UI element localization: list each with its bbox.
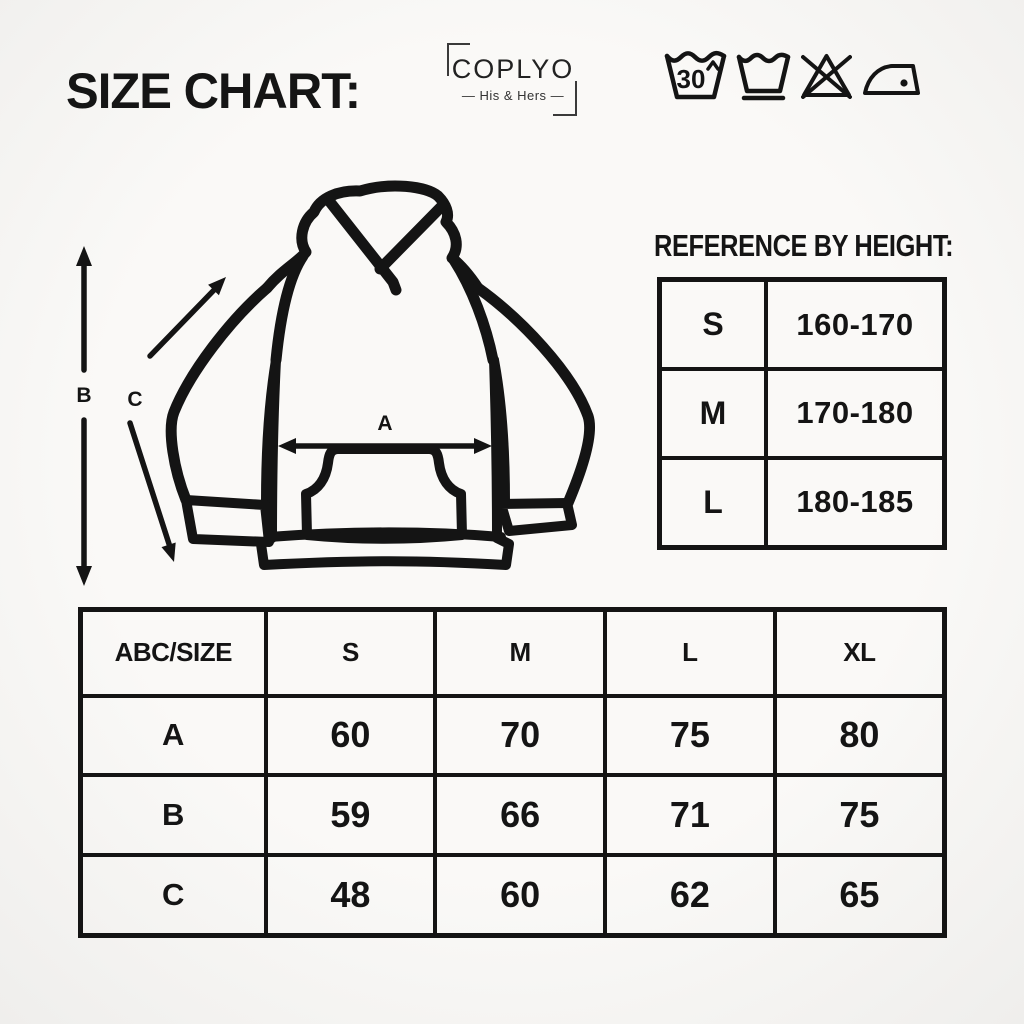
size-cell: L	[657, 455, 768, 550]
height-range-cell: 180-185	[764, 455, 947, 550]
wash-temp-label: 30	[677, 64, 706, 94]
value-cell: 66	[433, 773, 607, 857]
reference-table: S 160-170 M 170-180 L 180-185	[657, 277, 947, 550]
reference-row: L 180-185	[657, 455, 947, 550]
logo-bracket-top-left	[447, 43, 470, 76]
dim-c-arrow-upper	[147, 286, 218, 359]
value-cell: 75	[603, 693, 777, 778]
value-cell: 71	[603, 773, 777, 857]
dim-c-label: C	[127, 388, 142, 411]
header-cell: ABC/SIZE	[78, 607, 268, 698]
table-row: C 48 60 62 65	[78, 852, 947, 938]
value-cell: 80	[772, 693, 947, 778]
value-cell: 60	[433, 852, 607, 938]
hem-band	[256, 533, 514, 570]
right-cuff	[496, 498, 577, 536]
table-row: B 59 66 71 75	[78, 773, 947, 857]
right-shoulder-seam	[448, 254, 499, 366]
value-cell: 62	[603, 852, 777, 938]
right-sleeve-outer	[472, 282, 596, 509]
header-cell: L	[603, 607, 777, 698]
size-table-header-row: ABC/SIZE S M L XL	[78, 607, 947, 698]
left-shoulder-seam	[270, 250, 309, 366]
body-right-edge	[489, 355, 502, 543]
header-cell: M	[433, 607, 607, 698]
machine-wash-30-icon: 30	[664, 50, 727, 100]
value-cell: 70	[433, 693, 607, 778]
hood-outline	[261, 180, 484, 294]
kangaroo-pocket	[301, 444, 467, 544]
header-cell: XL	[772, 607, 947, 698]
left-cuff	[181, 495, 274, 547]
brand-tagline: — His & Hers —	[461, 88, 565, 103]
reference-row: M 170-180	[657, 367, 947, 460]
size-cell: M	[657, 367, 768, 460]
mild-wash-icon	[736, 52, 791, 101]
reference-heading: REFERENCE BY HEIGHT:	[654, 228, 954, 263]
brand-logo: COPLYO	[451, 54, 575, 84]
left-sleeve-outer	[165, 282, 273, 506]
row-label-cell: B	[78, 773, 268, 857]
row-label-cell: A	[78, 693, 268, 778]
table-row: A 60 70 75 80	[78, 693, 947, 778]
size-cell: S	[657, 277, 768, 372]
header-cell: S	[263, 607, 438, 698]
value-cell: 48	[263, 852, 438, 938]
dim-b-label: B	[76, 384, 91, 407]
hood-v-right	[374, 199, 449, 275]
page-title: SIZE CHART:	[66, 63, 361, 119]
value-cell: 59	[263, 773, 438, 857]
value-cell: 65	[772, 852, 947, 938]
hood-v-left	[324, 196, 402, 296]
dim-c-arrow-lower	[127, 420, 173, 550]
dim-a-label: A	[377, 412, 392, 435]
row-label-cell: C	[78, 852, 268, 938]
hem-top	[264, 527, 506, 542]
iron-low-icon	[863, 64, 920, 95]
logo-bracket-bottom-right	[553, 81, 577, 116]
height-range-cell: 160-170	[764, 277, 947, 372]
height-range-cell: 170-180	[764, 367, 947, 460]
reference-row: S 160-170	[657, 277, 947, 372]
body-left-edge	[267, 355, 281, 543]
value-cell: 75	[772, 773, 947, 857]
hoodie-diagram: A B C	[76, 180, 596, 586]
do-not-bleach-icon	[801, 54, 852, 99]
value-cell: 60	[263, 693, 438, 778]
size-table: ABC/SIZE S M L XL A 60 70 75 80 B 59 66	[78, 607, 947, 938]
